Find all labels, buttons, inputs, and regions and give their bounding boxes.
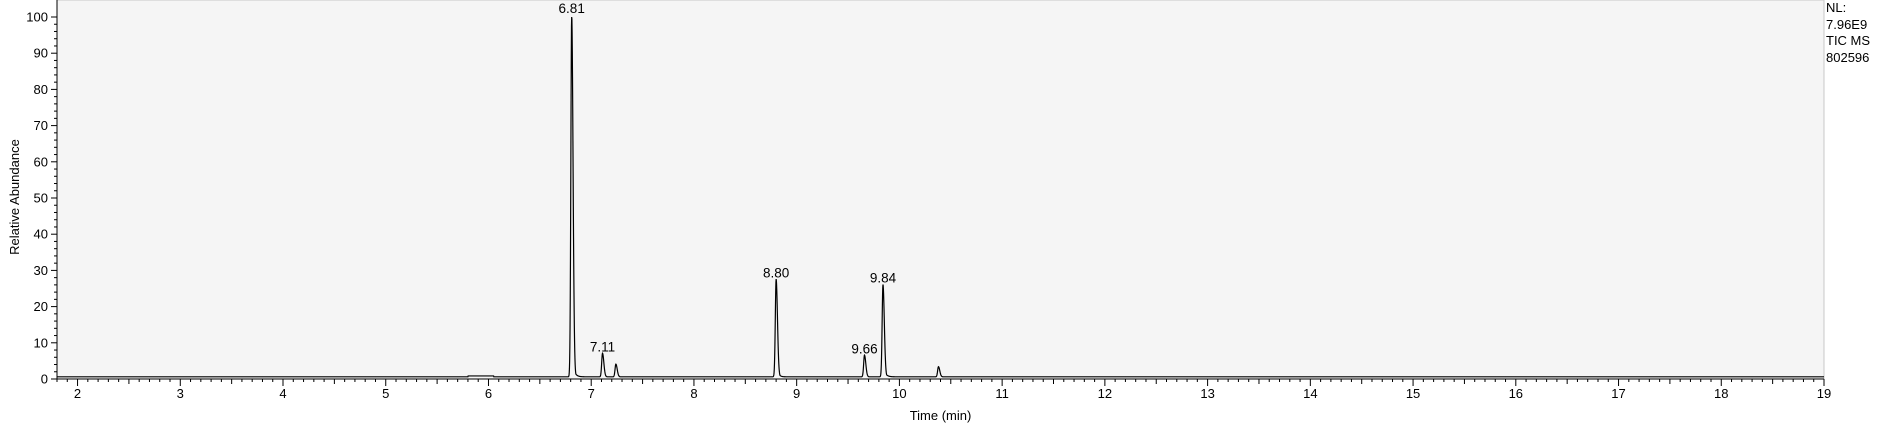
- peak-labels: 6.81 7.11 8.80 9.66 9.84: [559, 1, 897, 356]
- file-id: 802596: [1826, 49, 1870, 65]
- x-tick-label: 11: [995, 386, 1009, 401]
- x-tick-label: 7: [588, 386, 595, 401]
- y-axis-title: Relative Abundance: [7, 139, 22, 255]
- x-tick-label: 10: [892, 386, 906, 401]
- plot-area: [56, 0, 1825, 380]
- x-tick-label: 12: [1098, 386, 1112, 401]
- x-tick-label: 18: [1714, 386, 1728, 401]
- y-tick-label: 20: [34, 299, 48, 314]
- x-tick-label: 17: [1611, 386, 1625, 401]
- y-tick-label: 70: [34, 118, 48, 133]
- nl-label: NL:: [1826, 0, 1847, 15]
- x-tick-label: 4: [279, 386, 286, 401]
- x-axis-title: Time (min): [910, 408, 972, 423]
- y-tick-label: 0: [41, 372, 48, 387]
- y-tick-label: 80: [34, 82, 48, 97]
- x-tick-label: 9: [793, 386, 800, 401]
- y-tick-label: 60: [34, 154, 48, 169]
- trace-type: TIC MS: [1826, 33, 1871, 48]
- y-axis-ticks: 0 10 20 30 40 50 60 70 80 90 100: [26, 10, 57, 387]
- y-tick-label: 100: [26, 10, 48, 25]
- peak-label: 6.81: [559, 1, 585, 16]
- x-tick-label: 19: [1817, 386, 1831, 401]
- peak-label: 7.11: [590, 339, 615, 354]
- x-tick-label: 8: [690, 386, 697, 401]
- x-tick-label: 3: [177, 386, 184, 401]
- y-tick-label: 10: [34, 335, 48, 350]
- x-tick-label: 2: [74, 386, 81, 401]
- peak-label: 9.66: [851, 341, 877, 356]
- tic-trace: [57, 16, 1824, 378]
- x-tick-label: 16: [1509, 386, 1523, 401]
- peak-label: 8.80: [763, 265, 789, 280]
- y-tick-label: 90: [34, 46, 48, 61]
- x-tick-label: 14: [1303, 386, 1317, 401]
- x-axis-ticks: 2 3 4 5 6 7 8 9 10 11 12 13 14 15 16 17 18 19: [56, 379, 1831, 401]
- peak-label: 9.84: [870, 271, 897, 286]
- x-tick-label: 5: [382, 386, 389, 401]
- nl-value: 7.96E9: [1826, 16, 1868, 32]
- y-tick-label: 30: [34, 263, 48, 278]
- y-tick-label: 40: [34, 227, 48, 242]
- x-tick-label: 13: [1200, 386, 1214, 401]
- trace-info: NL: 7.96E9 TIC MS 802596: [1826, 0, 1878, 66]
- x-tick-label: 6: [485, 386, 492, 401]
- y-tick-label: 50: [34, 191, 48, 206]
- x-tick-label: 15: [1406, 386, 1420, 401]
